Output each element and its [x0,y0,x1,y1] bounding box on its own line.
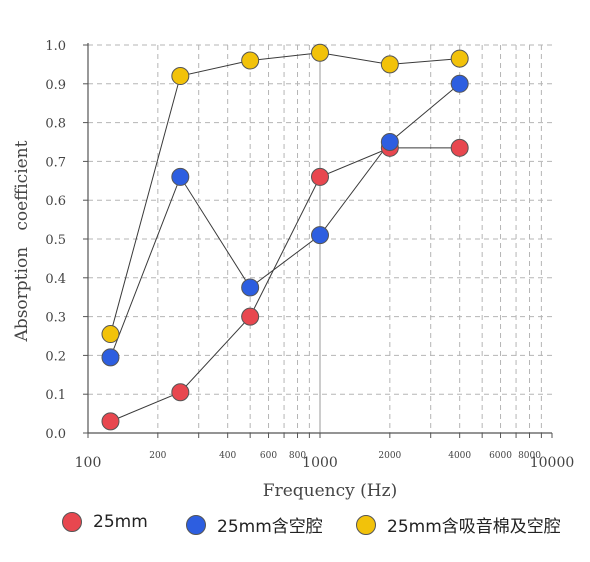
x-tick-label-minor: 2000 [378,451,401,461]
legend-item-25mm-cavity: 25mm含空腔 [186,512,323,537]
y-tick-label: 1.0 [45,39,66,54]
legend-label: 25mm含吸音棉及空腔 [387,517,561,537]
data-point-series-3 [241,51,260,70]
x-tick-label-minor: 800 [289,451,306,461]
y-tick-label: 0.9 [45,78,66,93]
x-tick-label-major: 1000 [302,455,338,471]
series-line-1 [110,147,460,422]
legend-swatch-blue [186,514,206,535]
data-point-series-1 [171,383,190,402]
legend-label: 25mm含空腔 [217,517,323,537]
y-tick-label: 0.4 [45,272,66,287]
x-axis-title: Frequency (Hz) [263,481,397,501]
y-tick-label: 0.5 [45,233,66,248]
data-point-series-3 [380,55,399,74]
data-point-series-1 [101,412,120,431]
data-point-series-2 [380,133,399,151]
x-tick-label-major: 10000 [530,455,575,471]
x-tick-label-minor: 8000 [518,451,541,461]
data-point-series-3 [311,43,329,62]
y-axis-title: Absorption coefficient [12,140,32,342]
x-tick-label-minor: 4000 [448,451,471,461]
y-tick-label: 0.3 [45,311,66,326]
legend-item-25mm-cotton-cavity: 25mm含吸音棉及空腔 [356,512,561,537]
legend-swatch-yellow [356,514,376,535]
legend-swatch-red [62,512,82,532]
data-point-series-2 [101,348,120,367]
series-line-2 [110,83,460,358]
y-tick-label: 0.2 [45,349,66,364]
data-point-series-1 [311,167,329,186]
series-line-3 [110,52,460,335]
x-tick-label-minor: 400 [219,451,236,461]
legend: 25mm 25mm含空腔 25mm含吸音棉及空腔 [56,512,586,542]
data-point-series-3 [450,49,469,68]
data-point-series-3 [171,67,190,86]
data-point-series-1 [241,307,260,326]
y-tick-label: 0.0 [45,427,66,442]
x-tick-label-minor: 6000 [489,451,512,461]
x-tick-label-major: 100 [75,455,102,471]
data-point-series-2 [241,278,260,297]
data-point-series-1 [450,138,469,157]
x-tick-label-minor: 200 [149,451,166,461]
data-point-series-3 [101,325,120,344]
data-point-series-2 [450,74,469,93]
x-tick-label-minor: 600 [260,451,277,461]
y-tick-label: 0.7 [45,155,66,170]
y-tick-label: 0.1 [45,388,66,403]
data-point-series-2 [171,167,190,186]
y-tick-label: 0.8 [45,117,66,132]
legend-label: 25mm [93,512,148,532]
y-tick-label: 0.6 [45,194,66,209]
data-point-series-2 [311,226,329,245]
legend-item-25mm: 25mm [62,512,148,532]
